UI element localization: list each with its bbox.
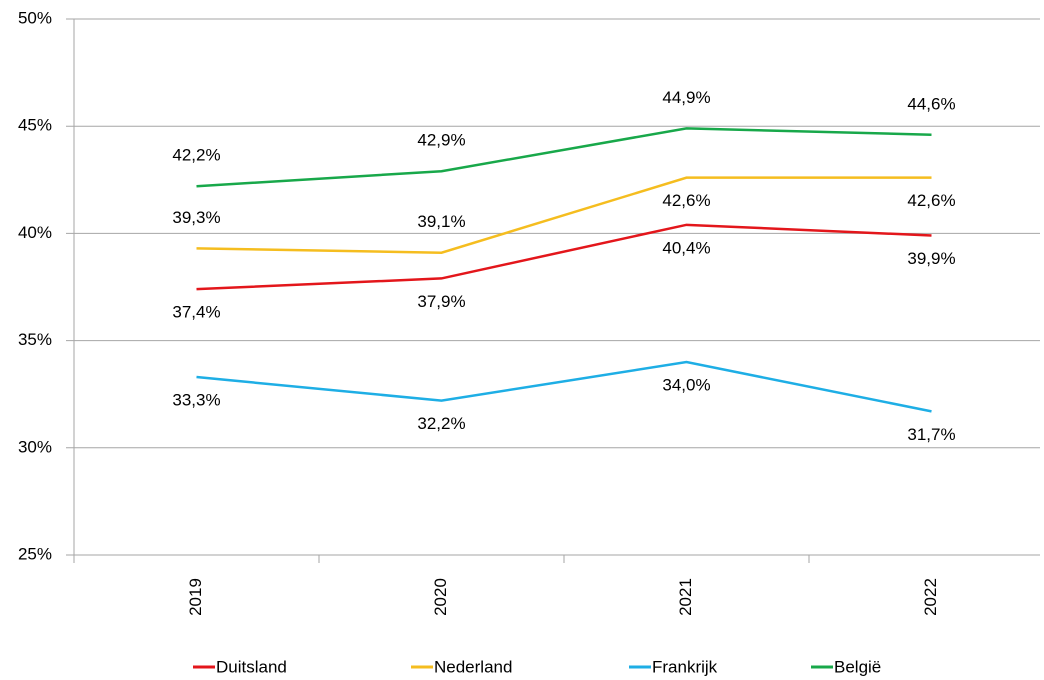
x-tick-label: 2021 <box>676 578 695 616</box>
x-tick-label: 2019 <box>186 578 205 616</box>
data-label: 42,9% <box>417 131 465 150</box>
data-label: 39,3% <box>172 208 220 227</box>
data-label: 34,0% <box>662 376 710 395</box>
data-label: 42,6% <box>662 191 710 210</box>
series-line <box>196 127 932 188</box>
legend-label: Nederland <box>434 657 512 676</box>
y-tick-label: 30% <box>18 437 52 456</box>
data-label: 42,6% <box>907 191 955 210</box>
data-label: 44,9% <box>662 88 710 107</box>
legend-label: Frankrijk <box>652 657 718 676</box>
y-tick-label: 35% <box>18 330 52 349</box>
data-label: 42,2% <box>172 146 220 165</box>
series-line <box>196 360 932 413</box>
data-label: 37,9% <box>417 292 465 311</box>
data-label: 40,4% <box>662 238 710 257</box>
x-tick-label: 2022 <box>921 578 940 616</box>
y-tick-label: 50% <box>18 8 52 27</box>
y-tick-label: 25% <box>18 544 52 563</box>
data-label: 39,1% <box>417 212 465 231</box>
y-tick-label: 40% <box>18 223 52 242</box>
data-label: 33,3% <box>172 391 220 410</box>
data-label: 44,6% <box>907 94 955 113</box>
legend-label: Duitsland <box>216 657 287 676</box>
data-label: 32,2% <box>417 414 465 433</box>
x-tick-label: 2020 <box>431 578 450 616</box>
data-label: 39,9% <box>907 249 955 268</box>
data-label: 31,7% <box>907 425 955 444</box>
data-label: 37,4% <box>172 303 220 322</box>
legend-label: België <box>834 657 881 676</box>
series-line <box>196 223 932 291</box>
y-tick-label: 45% <box>18 116 52 135</box>
series-line <box>196 176 932 254</box>
